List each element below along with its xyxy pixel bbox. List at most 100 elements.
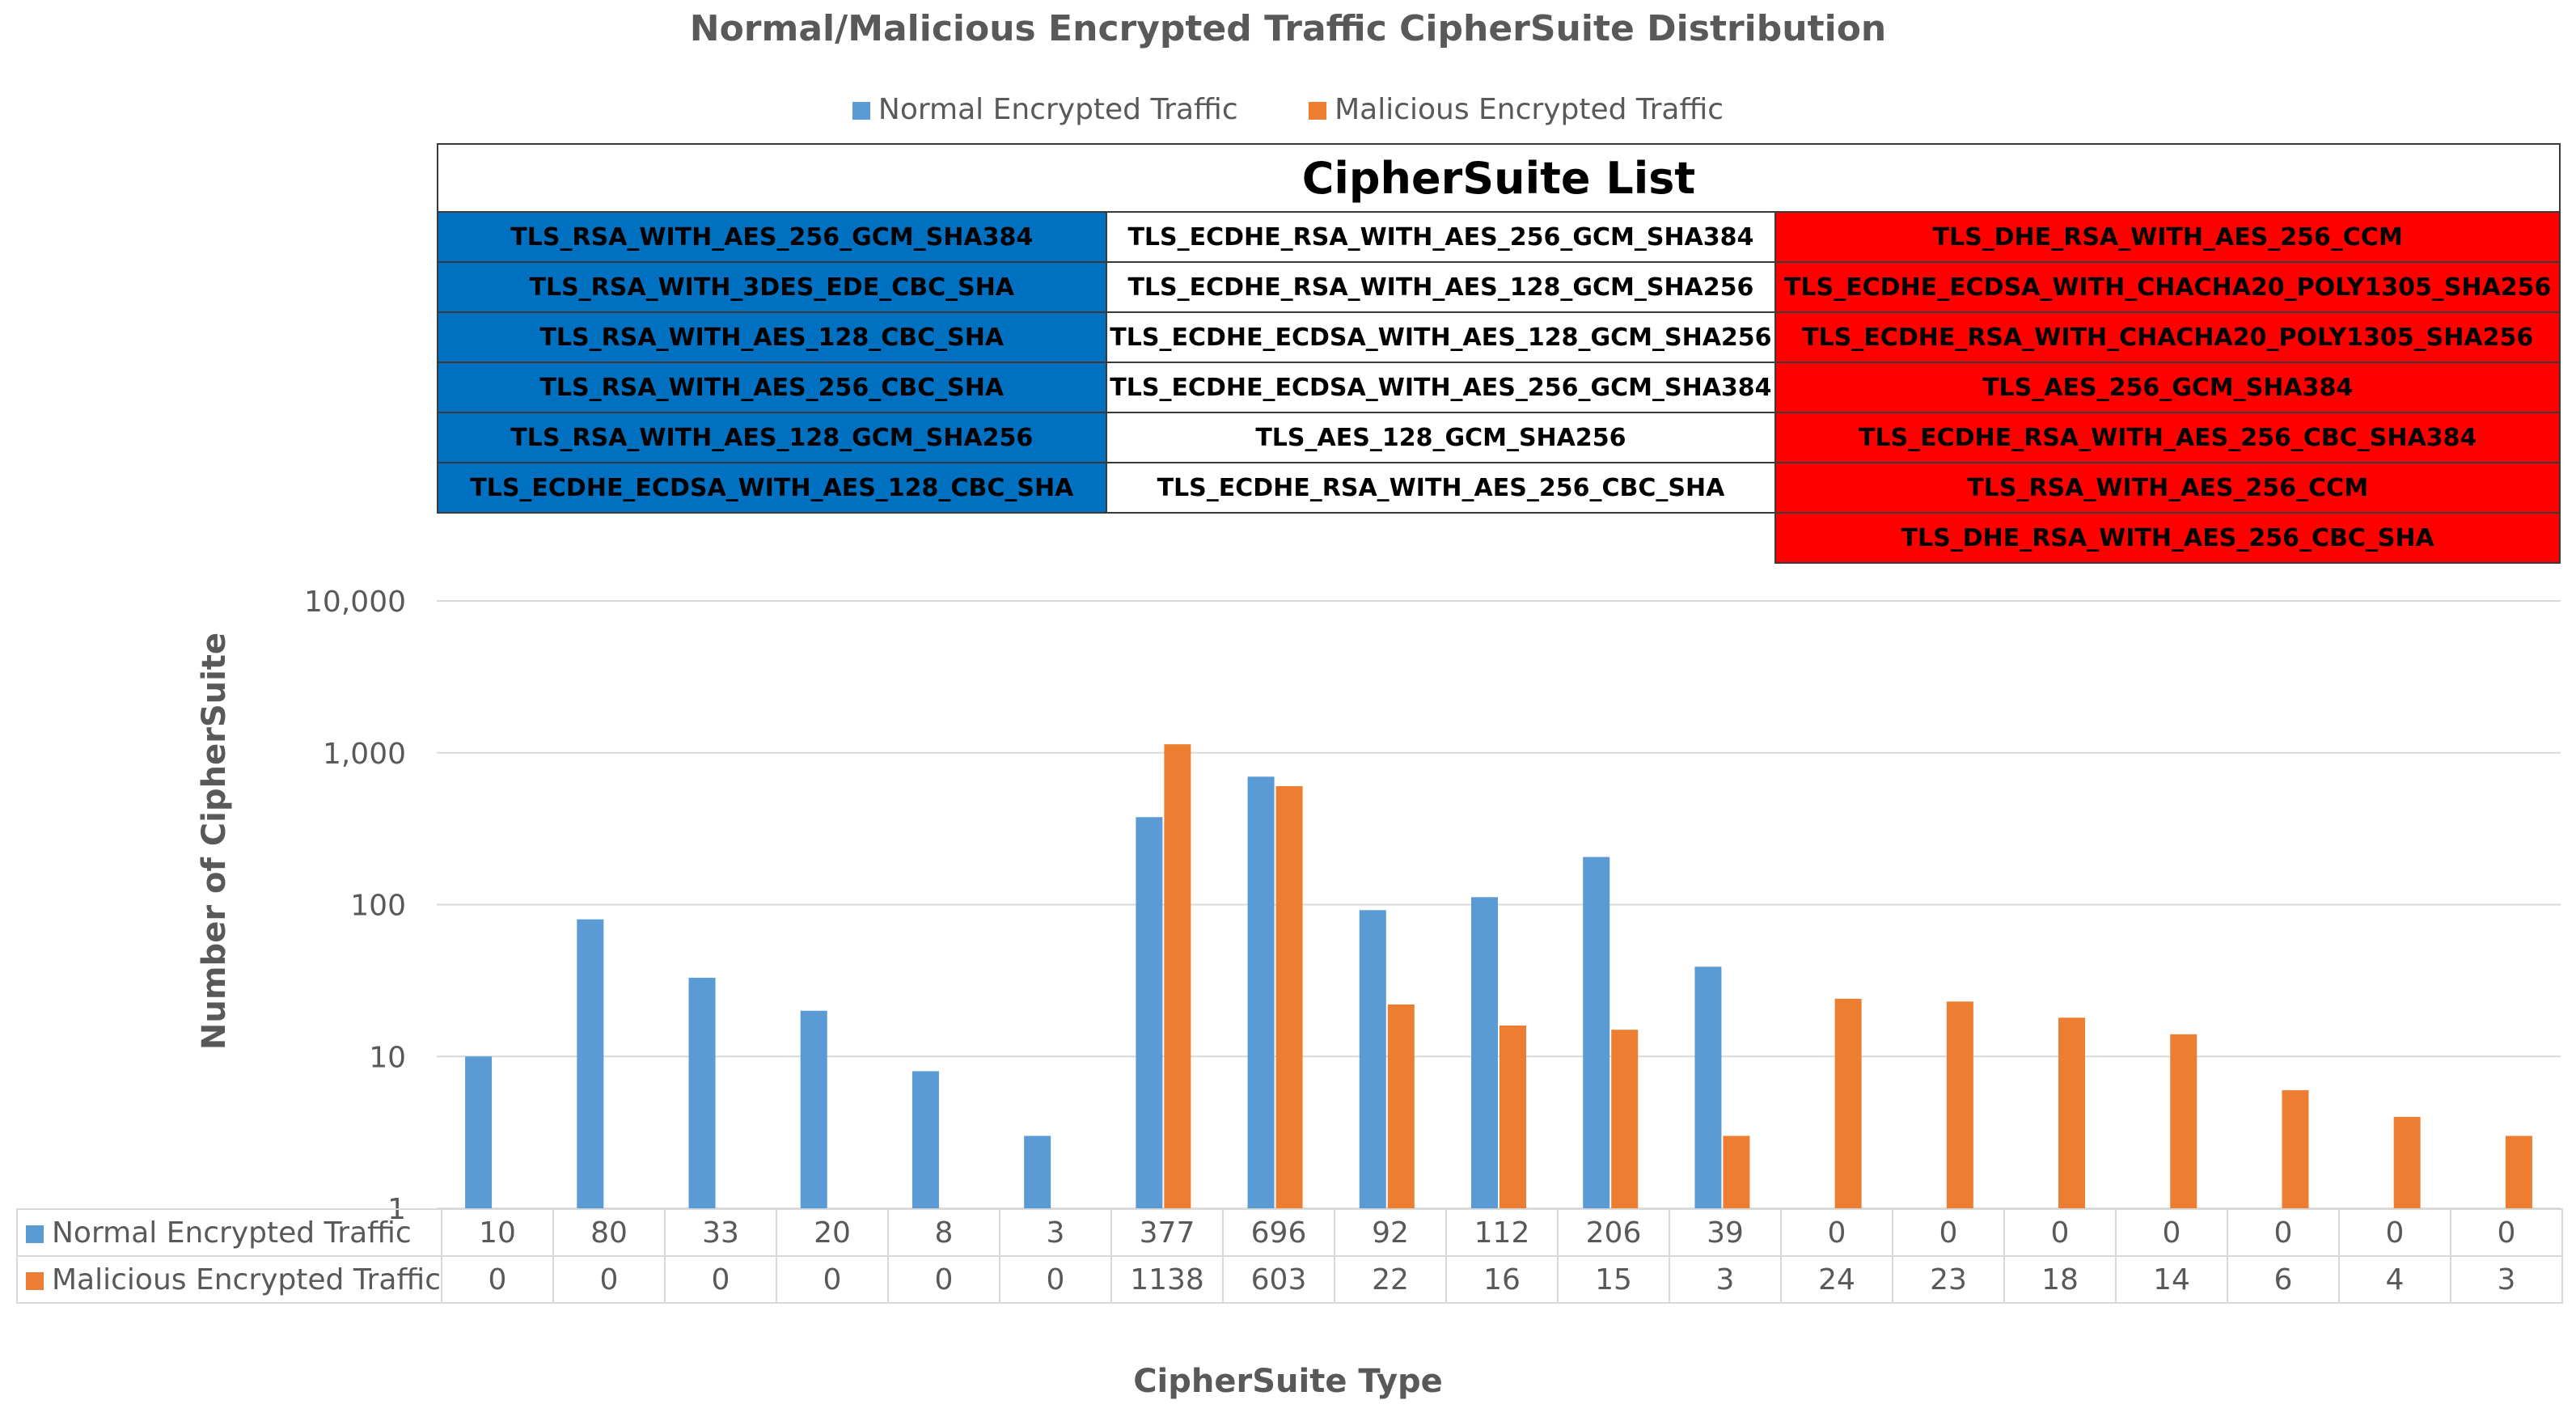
data-row-swatch-normal: [26, 1225, 44, 1243]
ciphersuite-cell-malicious-only: TLS_DHE_RSA_WITH_AES_256_CCM: [1774, 211, 2561, 263]
data-cell-normal: 10: [441, 1208, 554, 1257]
ciphersuite-cell-normal-only: TLS_RSA_WITH_AES_128_GCM_SHA256: [437, 412, 1107, 463]
ciphersuite-cell-normal-only: TLS_RSA_WITH_AES_256_CBC_SHA: [437, 362, 1107, 413]
bar-normal-9: [1359, 910, 1386, 1208]
data-cell-normal: 377: [1110, 1208, 1224, 1257]
bar-malicious-15: [2058, 1017, 2086, 1208]
data-cell-malicious: 16: [1445, 1255, 1559, 1304]
data-cell-malicious: 0: [441, 1255, 554, 1304]
data-cell-normal: 0: [2115, 1208, 2228, 1257]
ciphersuite-cell-empty: [438, 513, 1106, 563]
ciphersuite-row: TLS_RSA_WITH_AES_128_CBC_SHA TLS_ECDHE_EC…: [437, 311, 2561, 363]
ciphersuite-cell-malicious-only: TLS_AES_256_GCM_SHA384: [1774, 362, 2561, 413]
legend-item-malicious: Malicious Encrypted Traffic: [1309, 93, 1724, 126]
ciphersuite-list-table: CipherSuite List TLS_RSA_WITH_AES_256_GC…: [437, 143, 2561, 564]
ciphersuite-cell-both: TLS_ECDHE_ECDSA_WITH_AES_256_GCM_SHA384: [1105, 362, 1777, 413]
y-tick-label: 100: [350, 890, 406, 923]
bar-malicious-10: [1499, 1025, 1526, 1208]
bar-malicious-16: [2170, 1034, 2197, 1208]
ciphersuite-cell-normal-only: TLS_ECDHE_ECDSA_WITH_AES_128_CBC_SHA: [437, 462, 1107, 514]
bar-normal-4: [800, 1010, 827, 1208]
bar-normal-7: [1136, 817, 1163, 1208]
bar-normal-12: [1694, 967, 1722, 1208]
ciphersuite-row: TLS_RSA_WITH_3DES_EDE_CBC_SHA TLS_ECDHE_R…: [437, 261, 2561, 313]
ciphersuite-cell-normal-only: TLS_RSA_WITH_3DES_EDE_CBC_SHA: [437, 261, 1107, 313]
bar-malicious-7: [1164, 744, 1191, 1208]
bar-malicious-11: [1611, 1030, 1639, 1208]
y-axis-label: Number of CipherSuite: [196, 632, 233, 1051]
data-cell-normal: 8: [887, 1208, 1000, 1257]
bar-normal-1: [465, 1056, 493, 1208]
bar-normal-11: [1583, 857, 1610, 1208]
data-cell-malicious: 0: [999, 1255, 1112, 1304]
legend-item-normal: Normal Encrypted Traffic: [852, 93, 1238, 126]
data-cell-malicious: 1138: [1110, 1255, 1224, 1304]
data-table: Normal Encrypted Traffic 10 80 33 20 8 3 377 69…: [16, 1208, 2563, 1304]
data-cell-malicious: 15: [1557, 1255, 1670, 1304]
data-cell-normal: 3: [999, 1208, 1112, 1257]
ciphersuite-row: TLS_RSA_WITH_AES_128_GCM_SHA256 TLS_AES_1…: [437, 412, 2561, 463]
bar-malicious-14: [1946, 1001, 1973, 1208]
ciphersuite-cell-malicious-only: TLS_ECDHE_RSA_WITH_AES_256_CBC_SHA384: [1774, 412, 2561, 463]
ciphersuite-cell-malicious-only: TLS_ECDHE_ECDSA_WITH_CHACHA20_POLY1305_S…: [1774, 261, 2561, 313]
ciphersuite-cell-both: TLS_ECDHE_ECDSA_WITH_AES_128_GCM_SHA256: [1105, 311, 1777, 363]
ciphersuite-row: TLS_RSA_WITH_AES_256_GCM_SHA384 TLS_ECDHE…: [437, 211, 2561, 263]
ciphersuite-cell-malicious-only: TLS_DHE_RSA_WITH_AES_256_CBC_SHA: [1774, 512, 2561, 564]
data-cell-normal: 33: [664, 1208, 777, 1257]
ciphersuite-list-title: CipherSuite List: [437, 143, 2561, 213]
legend-label-normal: Normal Encrypted Traffic: [878, 93, 1238, 126]
data-cell-normal: 0: [2450, 1208, 2563, 1257]
data-row-swatch-malicious: [26, 1271, 44, 1290]
ciphersuite-cell-empty: [1106, 513, 1776, 563]
ciphersuite-cell-both: TLS_ECDHE_RSA_WITH_AES_128_GCM_SHA256: [1105, 261, 1777, 313]
data-row-label-normal: Normal Encrypted Traffic: [16, 1208, 442, 1257]
ciphersuite-cell-malicious-only: TLS_RSA_WITH_AES_256_CCM: [1774, 462, 2561, 514]
data-cell-malicious: 3: [2450, 1255, 2563, 1304]
ciphersuite-cell-both: TLS_ECDHE_RSA_WITH_AES_256_CBC_SHA: [1105, 462, 1777, 514]
data-cell-malicious: 18: [2003, 1255, 2117, 1304]
data-cell-malicious: 4: [2338, 1255, 2451, 1304]
ciphersuite-cell-both: TLS_AES_128_GCM_SHA256: [1105, 412, 1777, 463]
data-cell-normal: 39: [1669, 1208, 1782, 1257]
ciphersuite-cell-both: TLS_ECDHE_RSA_WITH_AES_256_GCM_SHA384: [1105, 211, 1777, 263]
bar-normal-10: [1471, 897, 1498, 1208]
data-cell-malicious: 0: [552, 1255, 666, 1304]
bar-malicious-17: [2282, 1089, 2309, 1208]
data-row-label-malicious: Malicious Encrypted Traffic: [16, 1255, 442, 1304]
data-cell-malicious: 0: [776, 1255, 889, 1304]
data-cell-malicious: 6: [2227, 1255, 2340, 1304]
ciphersuite-row: TLS_ECDHE_ECDSA_WITH_AES_128_CBC_SHA TLS_…: [437, 462, 2561, 514]
y-tick-label: 1,000: [323, 738, 406, 771]
data-cell-normal: 112: [1445, 1208, 1559, 1257]
bar-malicious-19: [2505, 1136, 2532, 1208]
x-axis-label: CipherSuite Type: [1133, 1363, 1443, 1400]
legend-swatch-malicious: [1309, 102, 1327, 120]
y-tick-label: 10: [369, 1041, 406, 1074]
bar-normal-6: [1024, 1136, 1051, 1208]
bar-malicious-8: [1275, 785, 1303, 1208]
data-cell-normal: 80: [552, 1208, 666, 1257]
ciphersuite-cell-normal-only: TLS_RSA_WITH_AES_128_CBC_SHA: [437, 311, 1107, 363]
legend-label-malicious: Malicious Encrypted Traffic: [1335, 93, 1724, 126]
bar-normal-3: [688, 977, 716, 1208]
data-cell-malicious: 22: [1334, 1255, 1447, 1304]
data-cell-normal: 0: [1892, 1208, 2005, 1257]
bar-normal-8: [1247, 776, 1275, 1208]
chart-title: Normal/Malicious Encrypted Traffic Ciphe…: [689, 8, 1887, 49]
data-cell-normal: 0: [2227, 1208, 2340, 1257]
bar-normal-2: [577, 919, 604, 1208]
data-cell-normal: 92: [1334, 1208, 1447, 1257]
data-cell-malicious: 23: [1892, 1255, 2005, 1304]
bar-malicious-9: [1387, 1004, 1415, 1208]
data-cell-malicious: 3: [1669, 1255, 1782, 1304]
data-cell-normal: 20: [776, 1208, 889, 1257]
legend-swatch-normal: [852, 102, 870, 120]
data-cell-normal: 206: [1557, 1208, 1670, 1257]
ciphersuite-row: TLS_RSA_WITH_AES_256_CBC_SHA TLS_ECDHE_EC…: [437, 362, 2561, 413]
data-cell-normal: 0: [1780, 1208, 1893, 1257]
data-row-normal: Normal Encrypted Traffic 10 80 33 20 8 3 377 69…: [16, 1208, 2563, 1257]
legend: Normal Encrypted Traffic Malicious Encry…: [0, 93, 2576, 126]
data-cell-normal: 0: [2003, 1208, 2117, 1257]
data-cell-normal: 696: [1222, 1208, 1335, 1257]
